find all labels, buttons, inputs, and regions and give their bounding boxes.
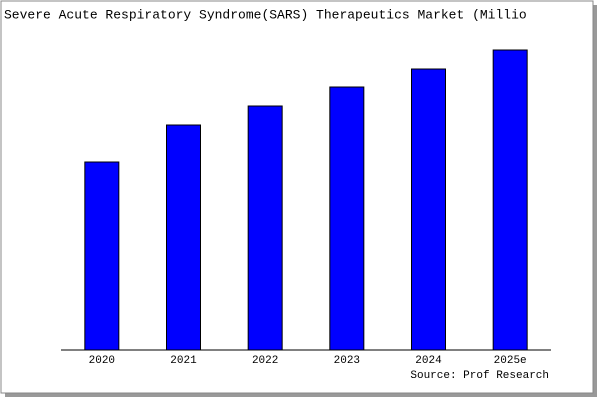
bar (247, 105, 283, 351)
bar (166, 124, 201, 351)
bar (329, 86, 365, 351)
bar (492, 49, 528, 351)
plot-area (61, 40, 551, 350)
x-tick-label: 2022 (252, 355, 278, 367)
source-note: Source: Prof Research (410, 370, 549, 382)
bar (411, 68, 446, 351)
x-tick-label: 2024 (415, 355, 442, 367)
x-tick-label: 2025e (494, 355, 527, 367)
x-tick-label: 2023 (334, 355, 360, 367)
x-tick-label: 2020 (89, 355, 115, 367)
x-tick-label: 2021 (170, 355, 197, 367)
chart-title: Severe Acute Respiratory Syndrome(SARS) … (4, 7, 527, 22)
bar (84, 161, 120, 351)
